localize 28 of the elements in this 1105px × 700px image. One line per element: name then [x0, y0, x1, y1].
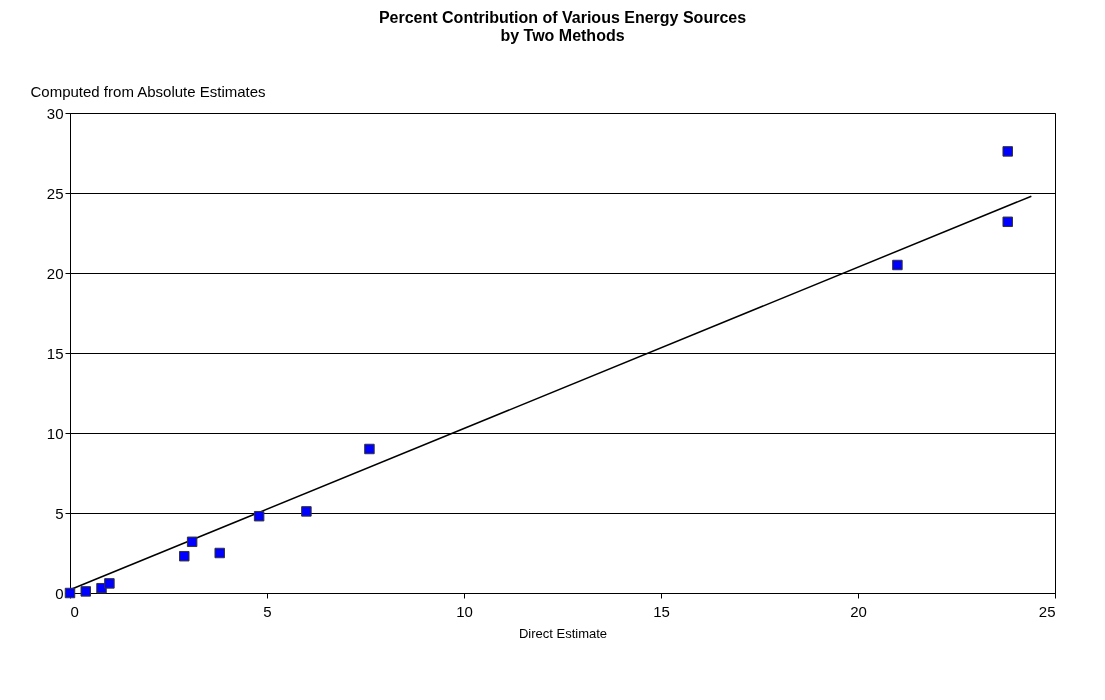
y-axis-title: Computed from Absolute Estimates: [30, 82, 266, 100]
point: [179, 550, 190, 562]
point: [104, 578, 115, 589]
x-axis-title: Direct Estimate: [518, 625, 608, 641]
y-tick-label: 10: [46, 424, 64, 442]
x-tick-label: 10: [456, 602, 473, 620]
y-tick-label: 5: [55, 504, 64, 522]
point: [64, 587, 76, 599]
x-tick-label: 5: [263, 602, 272, 620]
point: [1002, 146, 1013, 157]
point: [214, 547, 225, 559]
point: [1002, 216, 1013, 228]
y-tick-label: 25: [46, 184, 64, 202]
x-tick-label: 0: [70, 602, 79, 620]
y-tick-label: 15: [46, 344, 64, 362]
x-tick-label: 20: [850, 602, 867, 620]
point: [253, 510, 265, 522]
y-tick-label: 30: [46, 104, 64, 122]
x-tick-label: 15: [653, 602, 670, 620]
chart-title: Percent Contribution of Various Energy Sources by Two Methods: [378, 9, 747, 44]
point: [892, 259, 903, 271]
y-tick-label: 20: [46, 264, 64, 282]
y-tick-label: 0: [55, 584, 64, 602]
point: [186, 536, 198, 548]
point: [80, 586, 91, 597]
point: [301, 506, 312, 517]
point: [364, 443, 375, 455]
x-tick-label: 25: [1038, 602, 1056, 620]
